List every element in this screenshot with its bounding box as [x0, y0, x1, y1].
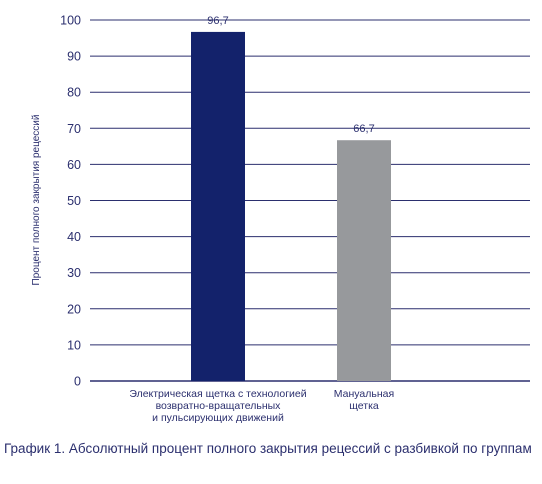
bar-2: [337, 140, 391, 381]
y-axis-label: Процент полного закрытия рецессий: [31, 115, 42, 286]
data-label-2: 66,7: [353, 123, 374, 135]
y-tick-70: 70: [67, 122, 81, 136]
y-tick-20: 20: [67, 302, 81, 316]
data-label-1: 96,7: [207, 15, 228, 27]
bar-chart: 0 10 20 30 40 50 60 70 80 90 100 96,7 66,7 Электрич…: [31, 14, 530, 424]
y-tick-80: 80: [67, 86, 81, 100]
y-tick-100: 100: [60, 14, 81, 28]
y-tick-0: 0: [74, 375, 81, 389]
y-tick-labels: 0 10 20 30 40 50 60 70 80 90 100: [60, 14, 81, 389]
y-tick-90: 90: [67, 50, 81, 64]
bar-1: [191, 31, 245, 382]
figure-caption: График 1. Абсолютный процент полного зак…: [4, 441, 532, 456]
y-tick-50: 50: [67, 194, 81, 208]
bars: [191, 31, 391, 382]
y-tick-60: 60: [67, 158, 81, 172]
y-tick-10: 10: [67, 338, 81, 352]
category-label-1: Электрическая щетка с технологией возврат…: [129, 388, 306, 424]
category-label-2: Мануальная щетка: [334, 388, 394, 412]
category-labels: Электрическая щетка с технологией возврат…: [129, 388, 394, 424]
y-tick-40: 40: [67, 230, 81, 244]
y-tick-30: 30: [67, 266, 81, 280]
grid-lines: [90, 19, 530, 382]
data-labels: 96,7 66,7: [207, 15, 374, 135]
